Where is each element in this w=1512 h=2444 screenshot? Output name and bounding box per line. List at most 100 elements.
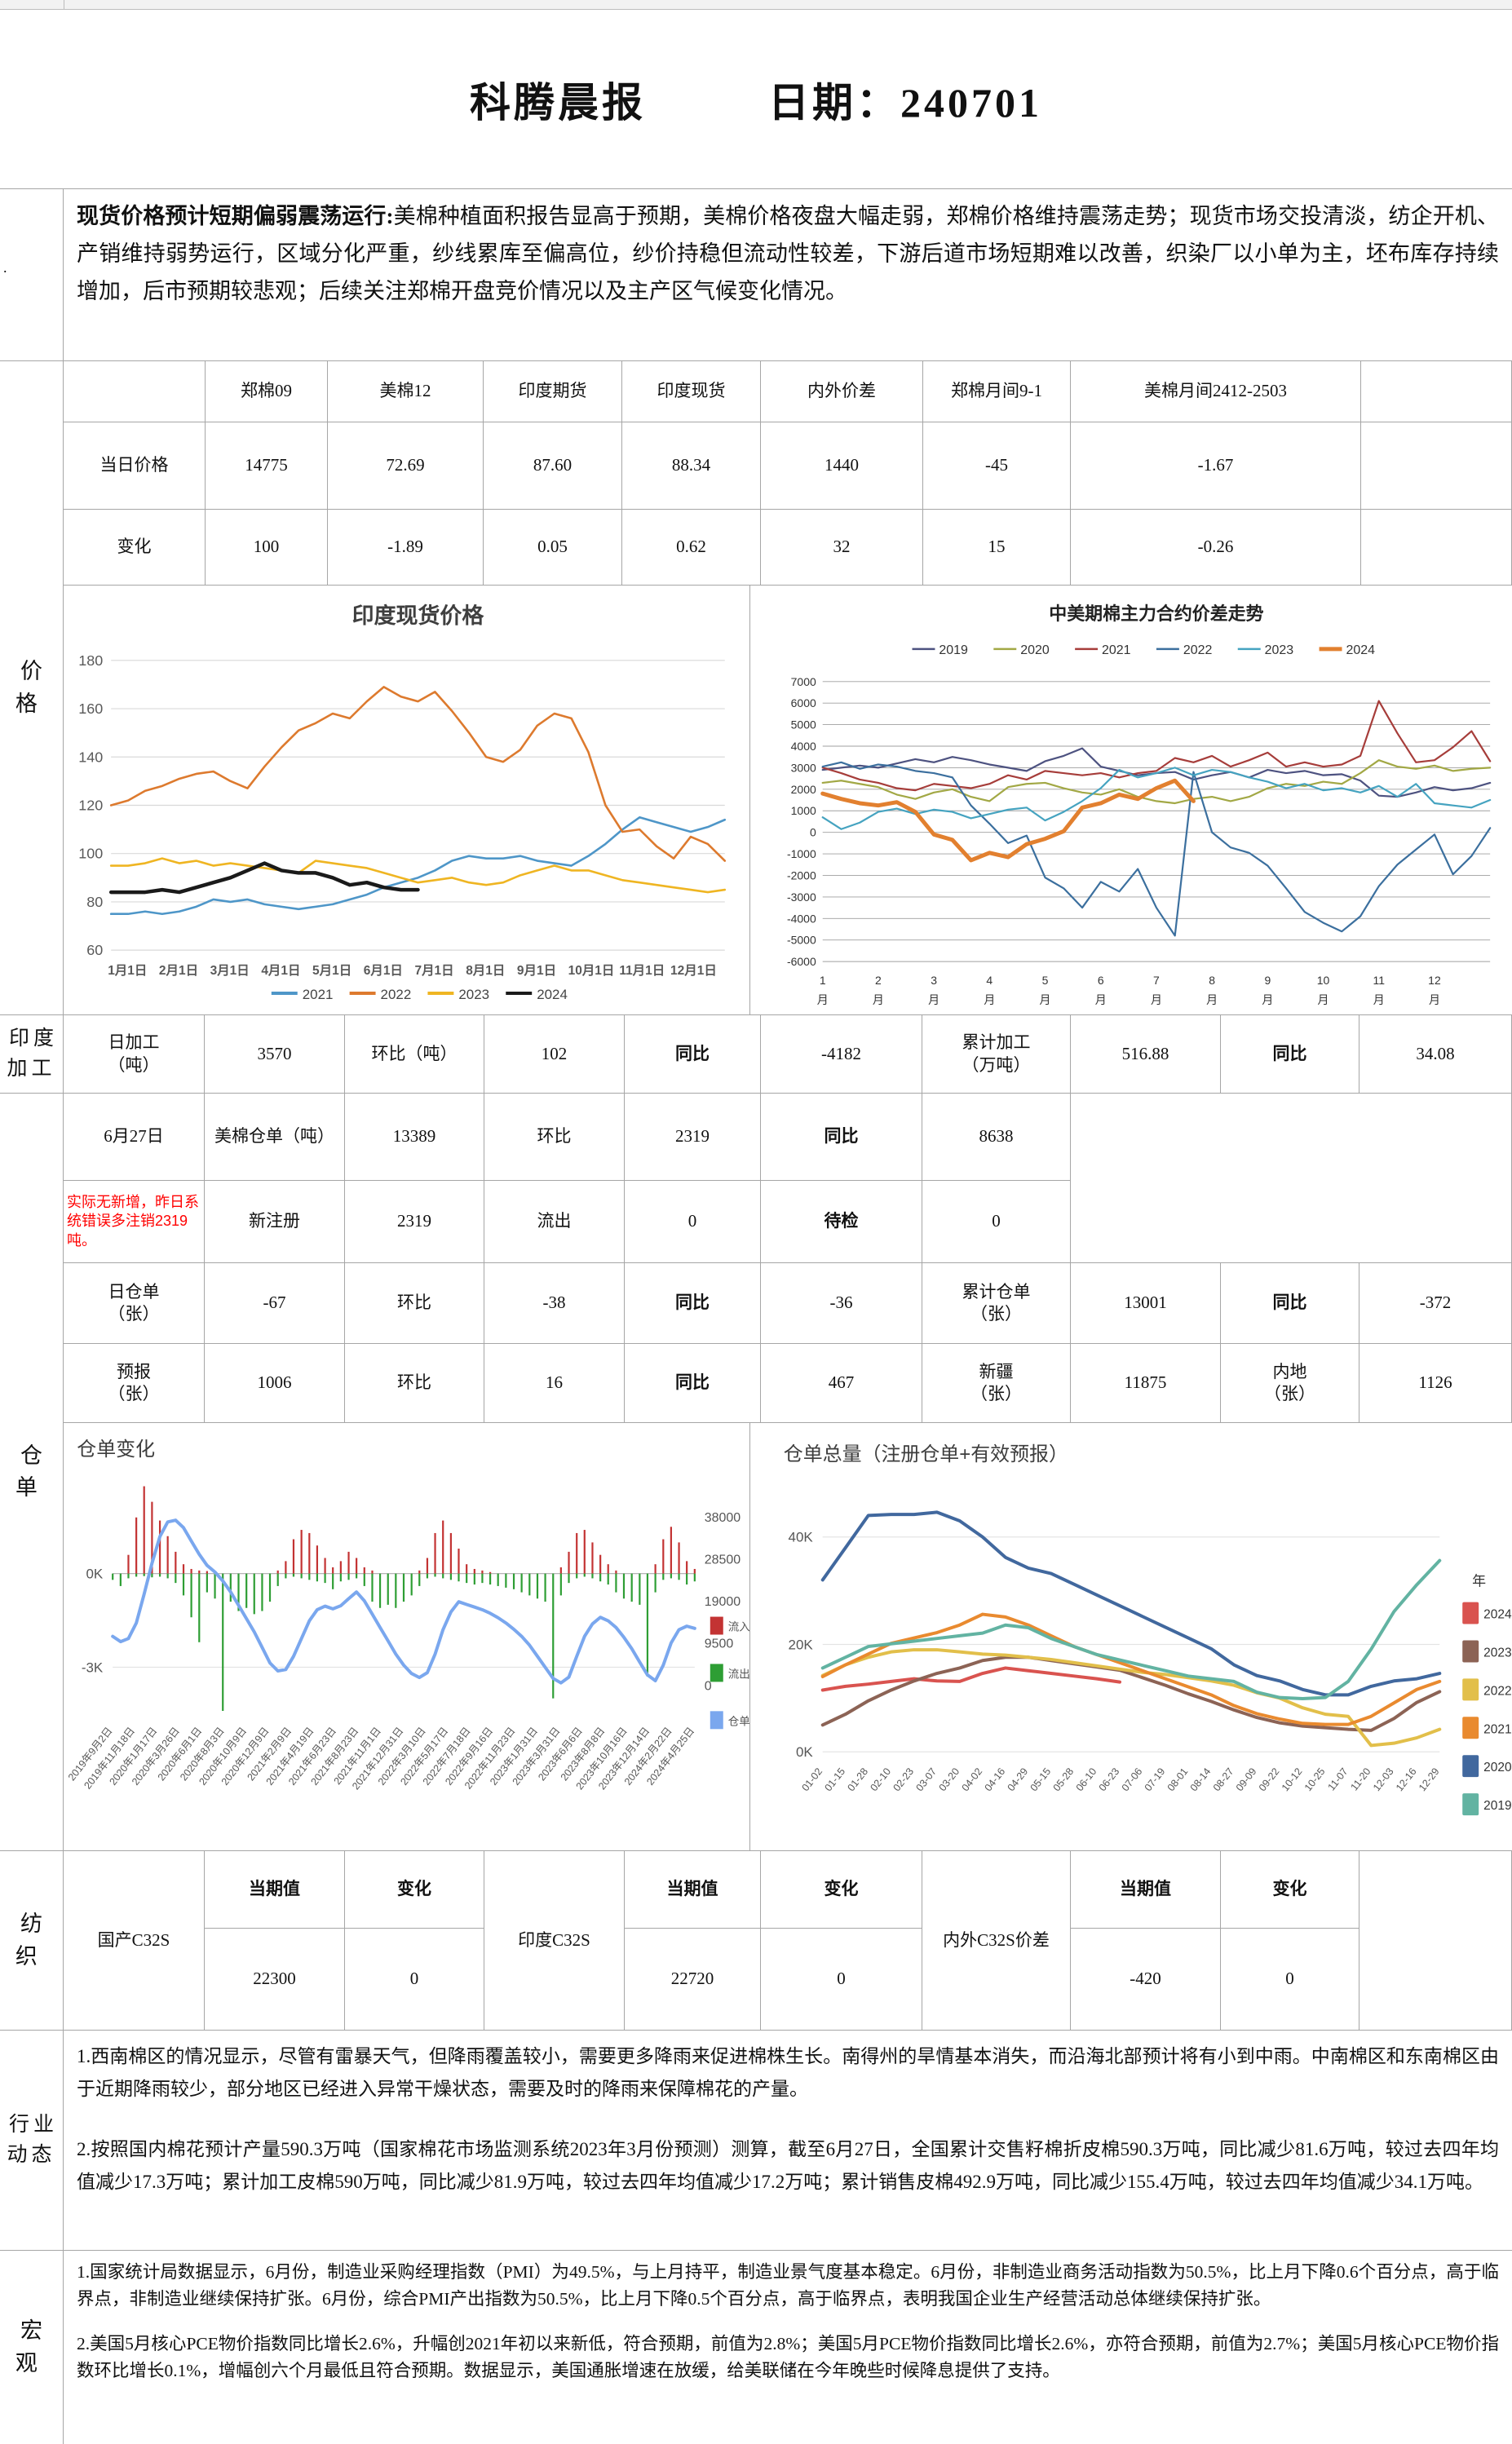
receipt-change-chart-svg: 0K-3K380002850019000950002019年9月2日2019年1…: [66, 1439, 749, 1792]
svg-text:7月1日: 7月1日: [414, 963, 453, 978]
cn-us-spread-chart-svg: 7000 6000 5000 4000 3000 2000 1000 0 -1000 -2000 -…: [787, 603, 1492, 1006]
price-header-7: 美棉月间2412-2503: [1071, 361, 1361, 422]
svg-text:2022: 2022: [1483, 1684, 1511, 1698]
mid-r4c2: -67: [205, 1263, 345, 1344]
svg-text:年: 年: [1472, 1574, 1486, 1589]
mid-r3c2: 新注册: [205, 1181, 345, 1263]
svg-text:10: 10: [1317, 974, 1330, 987]
svg-text:月: 月: [1151, 993, 1162, 1006]
mid-r1c3: 环比（吨）: [345, 1015, 484, 1094]
side-label-warehouse: 仓单: [0, 1094, 64, 1851]
svg-text:01-02: 01-02: [799, 1766, 825, 1793]
svg-text:7: 7: [1153, 974, 1160, 987]
svg-text:01-28: 01-28: [845, 1766, 870, 1793]
svg-text:8月1日: 8月1日: [466, 963, 505, 978]
svg-text:2022: 2022: [381, 987, 412, 1002]
textile-h-cur-1: 当期值: [205, 1851, 345, 1929]
svg-text:04-16: 04-16: [983, 1766, 1008, 1793]
svg-text:月: 月: [1318, 993, 1329, 1006]
mid-r5c8: 11875: [1071, 1344, 1221, 1423]
svg-text:10月1日: 10月1日: [568, 963, 615, 978]
svg-text:2019: 2019: [939, 643, 968, 657]
svg-text:月: 月: [817, 993, 829, 1006]
textile-spread-cur: -420: [1071, 1929, 1221, 2031]
price-header-3: 印度期货: [484, 361, 622, 422]
corner-mark: .: [3, 259, 7, 276]
price-header-4: 印度现货: [622, 361, 761, 422]
svg-text:-3K: -3K: [82, 1660, 104, 1675]
svg-text:10-12: 10-12: [1280, 1766, 1305, 1793]
svg-text:3: 3: [931, 974, 937, 987]
textile-spread-name: 内外C32S价差: [922, 1851, 1071, 2031]
price-row1-v3: 87.60: [484, 422, 622, 510]
svg-text:06-10: 06-10: [1074, 1766, 1099, 1793]
svg-text:12月1日: 12月1日: [670, 963, 717, 978]
side-label-textile: 纺织: [0, 1851, 64, 2031]
svg-text:0K: 0K: [796, 1744, 813, 1760]
svg-text:月: 月: [984, 993, 995, 1006]
price-header-2: 美棉12: [328, 361, 484, 422]
textile-h-chg-1: 变化: [345, 1851, 484, 1929]
mid-r1c6: -4182: [761, 1015, 922, 1094]
mid-r4c1: 日仓单 （张）: [64, 1263, 205, 1344]
textile-india-chg: 0: [761, 1929, 922, 2031]
svg-text:9500: 9500: [705, 1637, 734, 1651]
mid-r4c9: 同比: [1221, 1263, 1359, 1344]
mid-merged-empty: [1071, 1094, 1512, 1263]
svg-text:7000: 7000: [791, 675, 816, 688]
svg-text:5000: 5000: [791, 718, 816, 731]
industry-paragraph-1: 1.西南棉区的情况显示，尽管有雷暴天气，但降雨覆盖较小，需要更多降雨来促进棉株生…: [77, 2046, 1499, 2099]
svg-text:月: 月: [1262, 993, 1273, 1006]
mid-r5c10: 1126: [1359, 1344, 1512, 1423]
price-row2-v2: -1.89: [328, 510, 484, 586]
report-date: 日期：240701: [768, 79, 1042, 126]
svg-text:04-02: 04-02: [960, 1766, 985, 1793]
svg-text:6000: 6000: [791, 696, 816, 709]
textile-table: 国产C32S 当期值 变化 印度C32S 当期值 变化 内外C32S价差 当期值…: [64, 1851, 1512, 2031]
mid-r5c1: 预报 （张）: [64, 1344, 205, 1423]
mid-r3c7: 0: [922, 1181, 1071, 1263]
svg-text:05-28: 05-28: [1051, 1766, 1077, 1793]
price-row2-v4: 0.62: [622, 510, 761, 586]
svg-text:120: 120: [78, 797, 103, 813]
svg-text:2: 2: [875, 974, 882, 987]
report-header: 科腾晨报 日期：240701: [0, 10, 1512, 189]
mid-r1c1: 日加工 （吨）: [64, 1015, 205, 1094]
mid-r4c4: -38: [484, 1263, 625, 1344]
price-row2-v3: 0.05: [484, 510, 622, 586]
svg-text:2021: 2021: [1102, 643, 1131, 657]
svg-text:0: 0: [810, 826, 816, 839]
textile-h-cur-3: 当期值: [1071, 1851, 1221, 1929]
price-row1-v6: -45: [923, 422, 1071, 510]
india-spot-price-chart: 60 80 100 120 140 160 180 1月1日 2月1日 3月1日 4月1日 5月1日 6…: [64, 586, 750, 1015]
svg-text:02-10: 02-10: [868, 1766, 893, 1793]
mid-r1c7: 累计加工 （万吨）: [922, 1015, 1071, 1094]
svg-text:月: 月: [873, 993, 884, 1006]
mid-r3-note: 实际无新增，昨日系统错误多注销2319吨。: [64, 1181, 205, 1263]
mid-r2c6: 同比: [761, 1094, 922, 1181]
svg-text:2023: 2023: [458, 987, 489, 1002]
side-label-price: 价格: [0, 361, 64, 1015]
svg-text:9月1日: 9月1日: [517, 963, 556, 978]
mid-r1c2: 3570: [205, 1015, 345, 1094]
price-header-blank: [64, 361, 206, 422]
svg-text:6月1日: 6月1日: [364, 963, 403, 978]
svg-text:10-25: 10-25: [1302, 1766, 1328, 1793]
mid-r4c7: 累计仓单 （张）: [922, 1263, 1071, 1344]
svg-text:01-15: 01-15: [822, 1766, 847, 1793]
svg-text:08-27: 08-27: [1211, 1766, 1236, 1793]
price-header-6: 郑棉月间9-1: [923, 361, 1071, 422]
svg-text:2023: 2023: [1265, 643, 1294, 657]
svg-text:04-29: 04-29: [1006, 1766, 1031, 1793]
svg-text:09-09: 09-09: [1234, 1766, 1259, 1793]
mid-r4c6: -36: [761, 1263, 922, 1344]
svg-text:20K: 20K: [789, 1637, 814, 1652]
svg-text:-5000: -5000: [787, 934, 816, 947]
svg-text:0: 0: [705, 1679, 712, 1693]
svg-text:140: 140: [78, 749, 103, 765]
svg-text:仓单: 仓单: [728, 1715, 749, 1727]
svg-text:28500: 28500: [705, 1553, 741, 1567]
price-row1-v2: 72.69: [328, 422, 484, 510]
mid-r2c3: 13389: [345, 1094, 484, 1181]
svg-text:9: 9: [1264, 974, 1271, 987]
